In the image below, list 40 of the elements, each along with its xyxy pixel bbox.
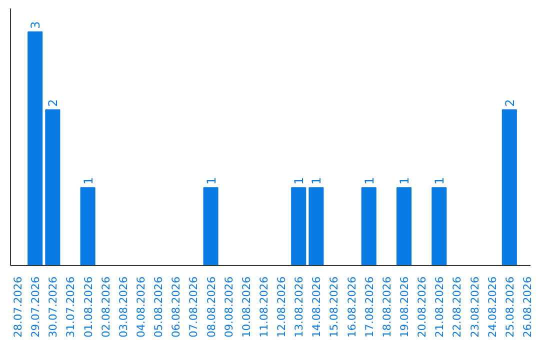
x-tick-label: 31.07.2026 <box>64 276 78 338</box>
x-tick-label: 28.07.2026 <box>12 276 25 338</box>
x-tick-label: 01.08.2026 <box>82 276 95 338</box>
x-tick-label: 13.08.2026 <box>292 276 306 338</box>
x-tick-label: 05.08.2026 <box>152 276 166 338</box>
x-tick-label: 15.08.2026 <box>328 276 341 338</box>
data-label: 1 <box>310 176 324 185</box>
data-label: 1 <box>398 176 412 185</box>
x-tick-label: 03.08.2026 <box>116 276 130 338</box>
x-tick-label: 20.08.2026 <box>416 276 429 338</box>
x-tick-label: 17.08.2026 <box>362 276 376 338</box>
x-tick-label: 23.08.2026 <box>468 276 482 338</box>
x-tick-label: 09.08.2026 <box>222 276 236 338</box>
data-label: 1 <box>432 176 447 185</box>
x-tick-label: 30.07.2026 <box>46 276 60 338</box>
x-tick-label: 22.08.2026 <box>450 276 464 338</box>
data-label: 2 <box>502 99 517 107</box>
x-tick-label: 19.08.2026 <box>398 276 412 338</box>
x-tick-label: 26.08.2026 <box>520 276 534 338</box>
data-label: 3 <box>28 21 43 29</box>
x-tick-label: 12.08.2026 <box>275 276 288 338</box>
data-label: 1 <box>81 176 96 185</box>
x-tick-label: 18.08.2026 <box>380 276 394 338</box>
x-tick-label: 08.08.2026 <box>204 276 218 338</box>
x-tick-label: 21.08.2026 <box>433 276 446 338</box>
x-tick-label: 24.08.2026 <box>486 276 499 338</box>
data-label: 1 <box>204 176 218 185</box>
data-label: 2 <box>46 99 60 107</box>
x-tick-label: 14.08.2026 <box>310 276 324 338</box>
x-tick-label: 04.08.2026 <box>134 276 148 338</box>
data-label: 1 <box>362 176 376 185</box>
x-tick-label: 25.08.2026 <box>503 276 516 338</box>
x-tick-label: 06.08.2026 <box>170 276 183 338</box>
x-tick-label: 16.08.2026 <box>345 276 358 338</box>
x-tick-label: 11.08.2026 <box>257 276 270 338</box>
data-label: 1 <box>292 176 306 185</box>
x-tick-label: 29.07.2026 <box>29 276 42 338</box>
x-tick-label: 10.08.2026 <box>240 276 253 338</box>
x-tick-label: 02.08.2026 <box>99 276 112 338</box>
x-tick-label: 07.08.2026 <box>187 276 200 338</box>
